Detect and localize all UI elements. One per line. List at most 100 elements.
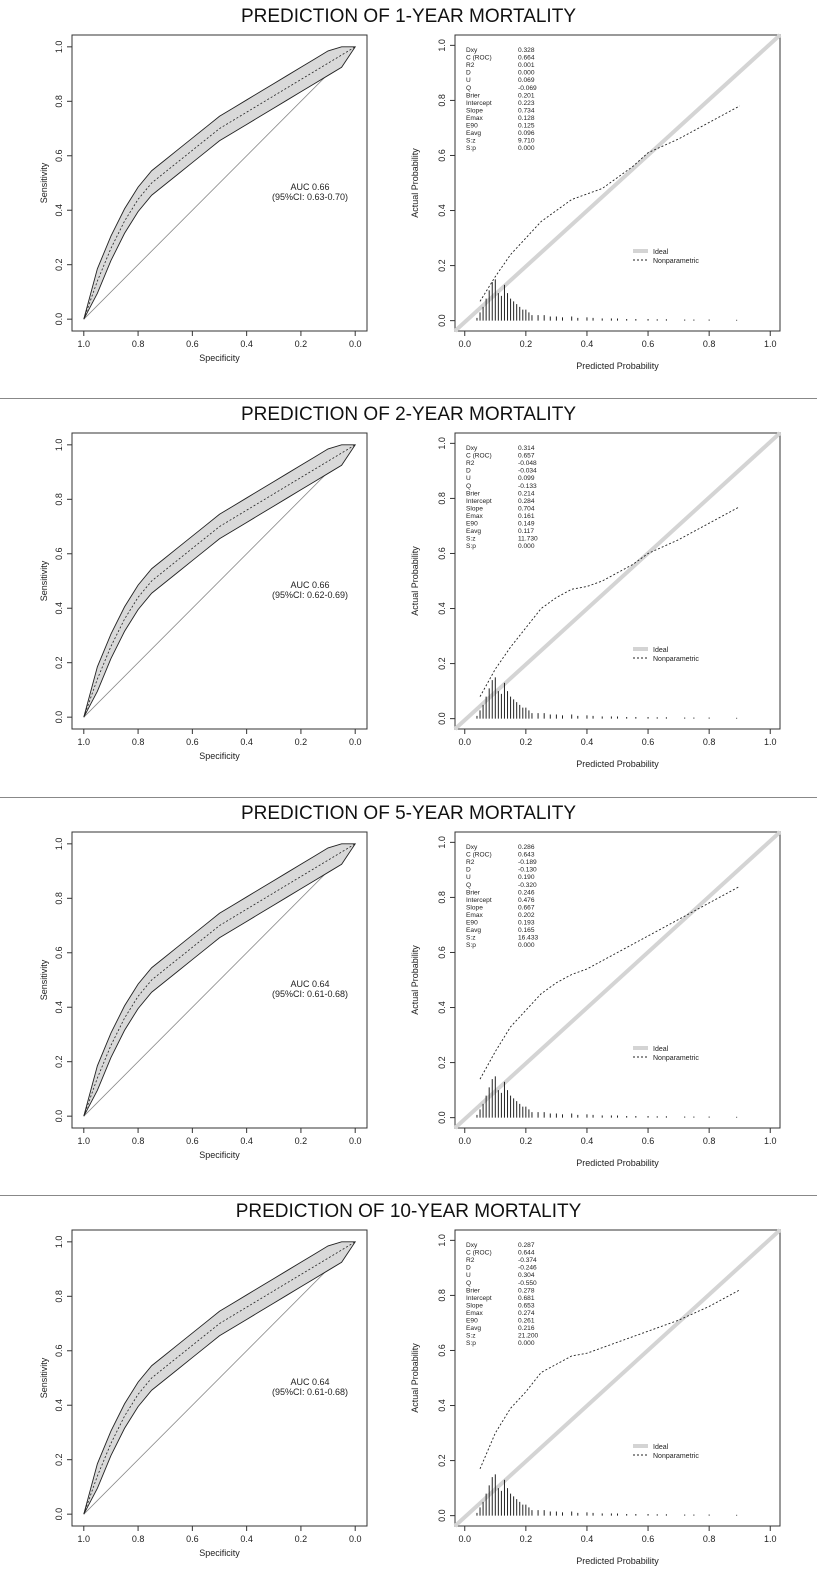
roc-x-tick-label: 0.2 (295, 737, 308, 747)
legend-ideal-label: Ideal (653, 1444, 669, 1451)
roc-confidence-band (83, 1241, 357, 1515)
stat-name: E90 (466, 521, 478, 528)
stat-name: Intercept (466, 100, 492, 107)
stat-name: R2 (466, 62, 475, 69)
roc-plot-frame (71, 34, 368, 332)
stat-value: 0.664 (518, 55, 535, 62)
roc-x-tick-label: 0.4 (240, 1136, 253, 1146)
stat-value: 0.476 (518, 897, 535, 904)
stat-value: 0.644 (518, 1250, 535, 1257)
roc-x-tick-label: 0.8 (132, 1534, 145, 1544)
stat-name: D (466, 70, 471, 77)
stat-value: 0.096 (518, 130, 535, 137)
stat-name: C (ROC) (466, 55, 492, 62)
stat-name: Intercept (466, 1295, 492, 1302)
stat-name: Intercept (466, 897, 492, 904)
roc-reference-line (83, 843, 356, 1117)
stat-value: -0.034 (518, 468, 537, 475)
cal-x-tick-label: 0.8 (703, 737, 716, 747)
roc-y-tick-label: 1.0 (54, 1236, 64, 1249)
cal-x-tick-label: 0.0 (458, 1136, 471, 1146)
stat-name: Eavg (466, 130, 481, 137)
cal-y-tick-label: 0.8 (437, 891, 447, 904)
panel-title: PREDICTION OF 5-YEAR MORTALITY (240, 803, 576, 824)
stat-name: S:p (466, 145, 476, 152)
stat-name: S:z (466, 935, 476, 942)
roc-x-tick-label: 0.6 (186, 737, 199, 747)
stat-name: D (466, 468, 471, 475)
stat-value: 0.000 (518, 543, 535, 550)
stat-value: 0.125 (518, 123, 535, 130)
roc-y-axis-label: Sensitivity (39, 1357, 49, 1398)
roc-y-tick-label: 1.0 (54, 838, 64, 851)
auc-ci-label: (95%CI: 0.61-0.68) (272, 989, 348, 999)
cal-x-tick-label: 1.0 (764, 1136, 777, 1146)
legend-nonparametric-label: Nonparametric (653, 1453, 699, 1460)
cal-y-axis-label: Actual Probability (410, 148, 420, 218)
stat-name: E90 (466, 123, 478, 130)
cal-x-axis-label: Predicted Probability (576, 1556, 659, 1566)
auc-ci-label: (95%CI: 0.61-0.68) (272, 1387, 348, 1397)
roc-x-tick-label: 0.0 (349, 1136, 362, 1146)
stat-value: 21.200 (518, 1333, 539, 1340)
roc-y-tick-label: 0.2 (54, 656, 64, 669)
mortality-panel: PREDICTION OF 1-YEAR MORTALITY 1.0 0.8 0.6 0… (0, 0, 817, 398)
stat-value: 16.433 (518, 935, 539, 942)
stat-value: 0.653 (518, 1302, 535, 1309)
stat-name: Intercept (466, 498, 492, 505)
cal-y-tick-label: 0.2 (437, 1454, 447, 1467)
roc-x-tick-label: 0.2 (295, 339, 308, 349)
stat-value: 0.657 (518, 453, 535, 460)
cal-x-tick-label: 0.4 (581, 737, 594, 747)
cal-x-tick-label: 0.0 (458, 737, 471, 747)
panel-plots: 1.0 0.8 0.6 0.4 0.2 0.0 0.0 0.2 0.4 0.6 0.8 1.0 Spec… (39, 33, 782, 371)
stat-name: U (466, 1272, 471, 1279)
stat-value: 0.286 (518, 844, 535, 851)
stat-value: 0.681 (518, 1295, 535, 1302)
roc-y-tick-label: 1.0 (54, 439, 64, 452)
roc-y-tick-label: 0.8 (54, 493, 64, 506)
stat-name: R2 (466, 1257, 475, 1264)
stat-value: -0.320 (518, 882, 537, 889)
roc-y-tick-label: 0.4 (54, 204, 64, 217)
cal-y-tick-label: 1.0 (437, 437, 447, 450)
stat-name: Brier (466, 889, 481, 896)
cal-x-tick-label: 0.6 (642, 1534, 655, 1544)
cal-x-tick-label: 0.8 (703, 1534, 716, 1544)
stat-value: 0.000 (518, 145, 535, 152)
stat-name: Emax (466, 115, 484, 122)
roc-x-tick-label: 1.0 (78, 339, 91, 349)
stat-name: Slope (466, 107, 483, 114)
legend-nonparametric-label: Nonparametric (653, 258, 699, 265)
stat-name: D (466, 867, 471, 874)
stat-name: Emax (466, 912, 484, 919)
stat-value: -0.550 (518, 1280, 537, 1287)
nonparametric-curve (479, 886, 740, 1080)
cal-y-tick-label: 0.4 (437, 602, 447, 615)
roc-x-tick-label: 0.8 (132, 737, 145, 747)
stat-name: Slope (466, 904, 483, 911)
stat-value: 0.000 (518, 70, 535, 77)
stat-value: 0.000 (518, 942, 535, 949)
cal-y-tick-label: 0.2 (437, 259, 447, 272)
stat-value: 0.278 (518, 1287, 535, 1294)
roc-y-axis-label: Sensitivity (39, 560, 49, 601)
roc-y-tick-label: 0.4 (54, 602, 64, 615)
roc-x-tick-label: 0.8 (132, 1136, 145, 1146)
roc-y-tick-label: 0.6 (54, 150, 64, 163)
calibration-plot-frame (454, 831, 781, 1129)
stat-value: 0.128 (518, 115, 535, 122)
stat-value: 0.643 (518, 852, 535, 859)
stat-name: E90 (466, 920, 478, 927)
roc-y-axis-label: Sensitivity (39, 959, 49, 1000)
cal-x-tick-label: 0.8 (703, 339, 716, 349)
panel-title: PREDICTION OF 10-YEAR MORTALITY (235, 1201, 582, 1222)
cal-y-tick-label: 0.0 (437, 314, 447, 327)
stat-value: 0.190 (518, 874, 535, 881)
stat-name: S:z (466, 138, 476, 145)
stat-name: Q (466, 1280, 471, 1287)
roc-y-tick-label: 0.0 (54, 313, 64, 326)
cal-y-tick-label: 1.0 (437, 39, 447, 52)
roc-curve (83, 444, 356, 718)
roc-y-tick-label: 0.8 (54, 95, 64, 108)
